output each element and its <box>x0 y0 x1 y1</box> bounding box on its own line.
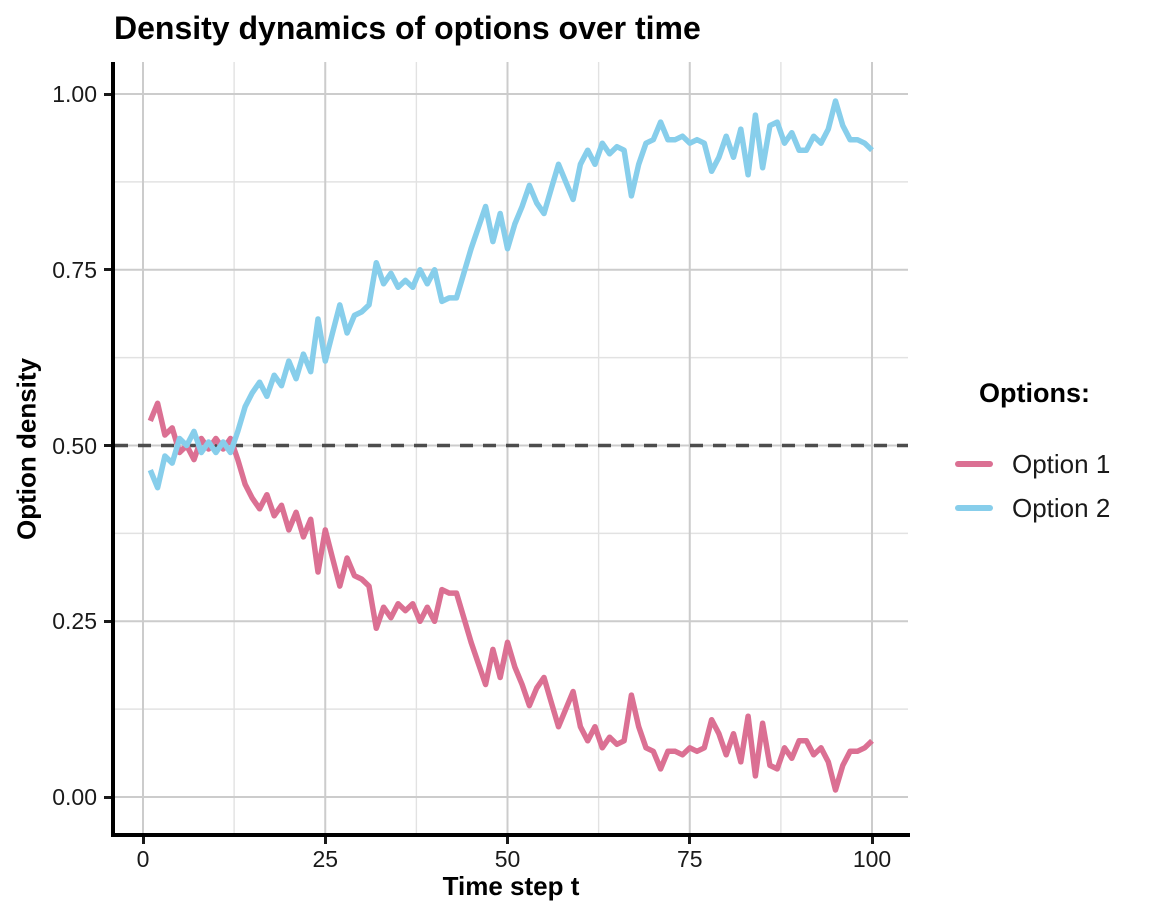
plot-panel <box>115 62 908 833</box>
legend-item-label: Option 2 <box>1012 492 1111 523</box>
y-tick-mark <box>104 795 111 799</box>
x-tick-mark <box>506 837 509 844</box>
x-tick-mark <box>688 837 692 844</box>
y-tick-mark <box>104 92 111 96</box>
y-tick-mark <box>104 268 111 272</box>
chart-title: Density dynamics of options over time <box>114 10 701 46</box>
x-tick-mark <box>870 837 874 844</box>
y-axis-line <box>111 62 115 837</box>
y-tick-mark <box>104 619 111 623</box>
option-1-line <box>147 400 874 793</box>
option-2-line-swatch <box>955 505 993 511</box>
option-1-line-swatch <box>955 461 993 467</box>
x-tick-label: 25 <box>312 846 339 872</box>
x-axis-title: Time step t <box>442 871 580 901</box>
legend: Options: Option 1 Option 2 <box>955 376 1110 530</box>
x-axis-line <box>111 833 910 837</box>
y-tick-label: 0.75 <box>52 256 97 283</box>
y-tick-mark <box>104 444 111 447</box>
legend-item-option-1: Option 1 <box>955 442 1110 486</box>
legend-title: Options: <box>979 378 1090 408</box>
x-tick-label: 100 <box>852 846 892 872</box>
x-tick-label: 75 <box>676 846 703 872</box>
x-tick-label: 50 <box>494 846 521 872</box>
y-tick-label: 1.00 <box>52 81 97 107</box>
x-tick-label: 0 <box>136 846 150 872</box>
y-tick-label: 0.25 <box>52 608 97 635</box>
legend-item-option-2: Option 2 <box>955 486 1110 530</box>
option-2-line <box>147 98 874 491</box>
y-tick-label: 0.50 <box>52 432 97 459</box>
x-tick-mark <box>323 837 327 844</box>
plot-area <box>115 62 908 833</box>
x-tick-mark <box>141 837 145 844</box>
y-tick-label: 0.00 <box>52 784 97 810</box>
legend-item-label: Option 1 <box>1012 448 1111 479</box>
